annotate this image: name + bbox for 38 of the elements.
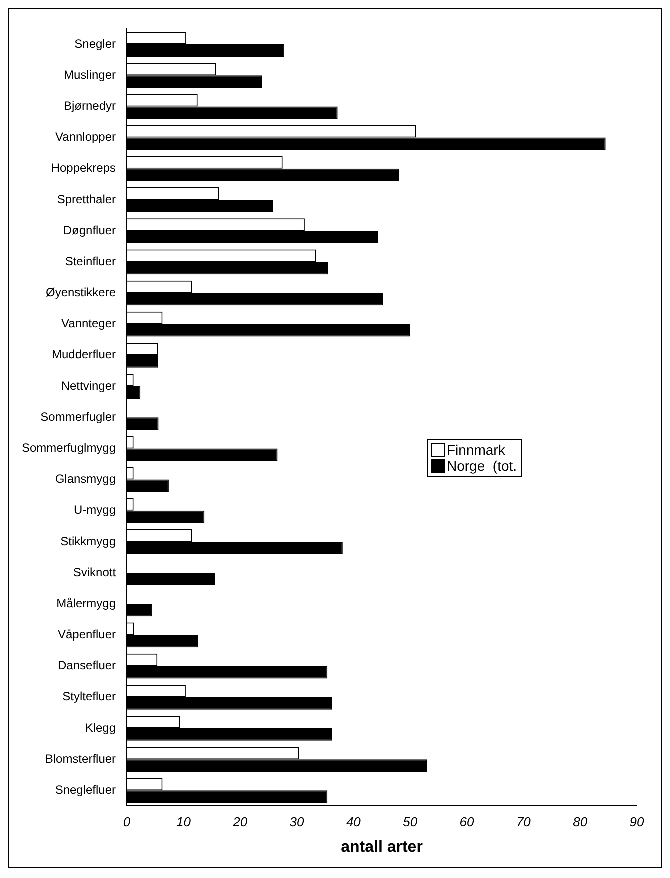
y-tick-label: Sommerfuglmygg <box>22 441 116 455</box>
y-tick-label: Stikkmygg <box>60 534 116 548</box>
y-tick-label: Sommerfugler <box>40 410 116 424</box>
y-tick-label: Spretthaler <box>57 192 116 206</box>
legend-label: Norge (tot. <box>447 458 518 474</box>
x-tick-label: 20 <box>232 814 248 830</box>
y-tick-label: Muslinger <box>64 68 116 82</box>
x-axis-title: antall arter <box>341 838 423 856</box>
y-tick-label: Sviknott <box>73 565 117 580</box>
y-tick-label: Sneglefluer <box>55 782 116 797</box>
y-tick-label: Nettvinger <box>61 378 116 393</box>
y-tick-label: Bjørnedyr <box>64 99 116 114</box>
y-tick-label: Styltefluer <box>62 690 116 704</box>
y-tick-label: Snegler <box>74 36 116 51</box>
x-tick-label: 60 <box>460 814 476 830</box>
y-tick-label: Glansmygg <box>55 472 116 486</box>
y-tick-label: Mudderfluer <box>52 348 116 362</box>
x-tick-label: 40 <box>346 814 362 830</box>
y-tick-label: Døgnfluer <box>63 223 116 238</box>
y-tick-label: Målermygg <box>56 596 116 610</box>
y-tick-label: Hoppekreps <box>51 161 116 176</box>
y-tick-label: Dansefluer <box>58 658 116 673</box>
x-tick-label: 90 <box>630 814 645 830</box>
y-tick-label: Våpenfluer <box>58 628 116 642</box>
x-tick-label: 0 <box>123 814 132 830</box>
y-tick-label: Øyenstikkere <box>46 286 116 300</box>
y-tick-label: Vannlopper <box>56 130 116 144</box>
y-tick-label: U-mygg <box>74 503 116 518</box>
y-tick-label: Klegg <box>85 720 116 735</box>
y-tick-label: Steinfluer <box>65 254 116 268</box>
legend-label: Finnmark <box>447 442 506 458</box>
y-tick-label: Blomsterfluer <box>45 752 116 766</box>
x-tick-label: 10 <box>176 814 192 830</box>
x-tick-label: 30 <box>290 814 306 830</box>
y-tick-label: Vannteger <box>62 316 116 331</box>
x-tick-label: 50 <box>403 814 418 830</box>
x-tick-label: 80 <box>573 814 588 830</box>
x-tick-label: 70 <box>516 814 532 830</box>
